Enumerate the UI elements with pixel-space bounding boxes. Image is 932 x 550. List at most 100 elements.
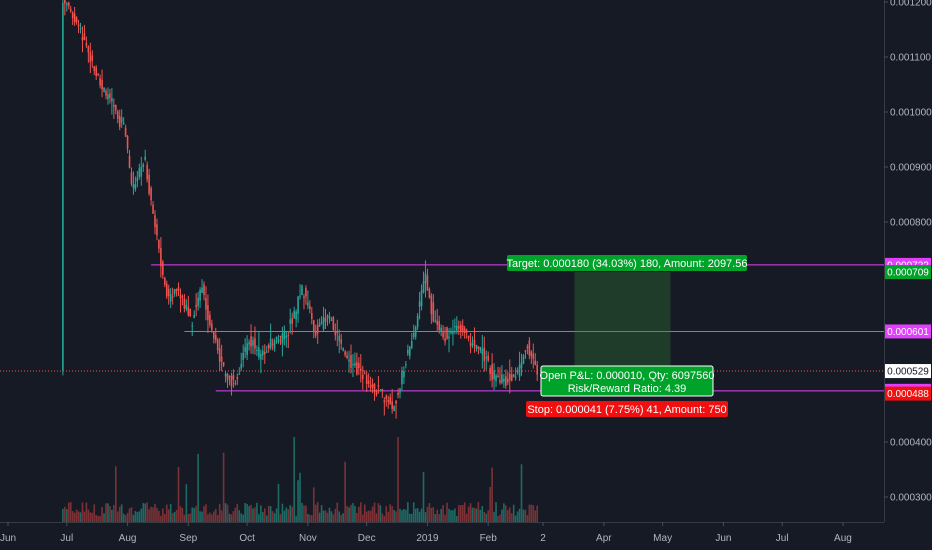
price-axis[interactable]: 0.001200 0.001100 0.001000 0.000900 0.000800… (884, 0, 932, 522)
volume-bar (273, 513, 276, 522)
volume-bar (262, 512, 264, 522)
candle-body (463, 328, 466, 333)
volume-bar (483, 511, 486, 522)
volume-bar (438, 513, 440, 522)
volume-bar (228, 513, 231, 522)
candle-body (154, 215, 156, 228)
volume-bar (446, 502, 448, 522)
volume-bar (532, 505, 535, 522)
candle-body (363, 373, 366, 375)
volume-bar (263, 508, 266, 522)
time-axis[interactable]: Jun Jul Aug Sep Oct Nov Dec 2019 Feb 2 Apr May Jun Ju… (0, 522, 884, 544)
volume-bar (111, 509, 113, 522)
candle-body (358, 362, 360, 369)
volume-bar (165, 504, 168, 522)
volume-bar (534, 510, 537, 522)
volume-bar (134, 511, 137, 522)
candle-body (487, 355, 489, 361)
candle-body (503, 378, 505, 382)
candle-body (483, 347, 486, 361)
candle-body (440, 327, 442, 331)
candle-body (132, 184, 135, 189)
volume-bars (62, 437, 538, 522)
volume-bar (495, 502, 497, 522)
volume-bar (371, 506, 374, 522)
y-tick-label: 0.000300 (890, 493, 932, 504)
candle-body (226, 373, 229, 381)
volume-bar (340, 514, 342, 522)
candle-body (115, 105, 117, 111)
volume-bar (507, 510, 509, 522)
candle-body (93, 66, 96, 71)
candle-body (328, 315, 331, 319)
candle-body (216, 339, 219, 351)
candle-body (530, 351, 533, 357)
volume-bar (122, 513, 125, 522)
candle-body (187, 307, 190, 316)
candle-body (293, 310, 295, 318)
candle-body (430, 295, 433, 314)
candle-body (416, 315, 419, 327)
volume-bar (356, 512, 358, 522)
volume-bar (312, 487, 315, 522)
candle-body (499, 379, 501, 383)
volume-bar (514, 515, 517, 522)
volume-bar (326, 512, 329, 522)
volume-bar (183, 514, 186, 522)
candle-body (120, 117, 123, 123)
candle-body (336, 330, 339, 333)
volume-bar (301, 502, 303, 522)
candle-body (458, 326, 460, 329)
volume-bar (520, 464, 523, 522)
volume-bar (444, 514, 446, 522)
position-labels[interactable]: Target: 0.000180 (34.03%) 180, Amount: 2… (507, 255, 748, 417)
stop-label: Stop: 0.000041 (7.75%) 41, Amount: 750 (527, 404, 726, 416)
volume-bar (162, 508, 164, 522)
stop-label-box (526, 401, 728, 417)
y-tick-label: 0.001000 (890, 108, 932, 119)
candle-body (414, 326, 417, 337)
volume-bar (328, 507, 331, 522)
volume-bar (503, 503, 505, 522)
candle-body (528, 340, 531, 356)
volume-bar (477, 502, 480, 522)
volume-bar (450, 510, 452, 522)
volume-bar (271, 511, 274, 522)
candle-body (461, 325, 464, 333)
candle-body (183, 298, 186, 309)
candle-body (475, 345, 478, 349)
candles (62, 0, 538, 419)
candle-body (69, 8, 72, 12)
volume-bar (508, 507, 511, 522)
candle-body (75, 17, 78, 23)
candle-body (250, 336, 252, 347)
volume-bar (136, 512, 139, 522)
volume-bar (130, 507, 133, 522)
x-tick-label: 2 (540, 533, 546, 544)
candle-body (507, 378, 509, 383)
candle-body (371, 384, 374, 388)
x-tick-label: Sep (179, 533, 197, 544)
volume-bar (318, 512, 321, 522)
candle-body (207, 305, 209, 320)
volume-bar (79, 512, 82, 522)
volume-bar (307, 513, 309, 522)
volume-bar (395, 511, 397, 522)
target-zone[interactable] (574, 272, 671, 372)
candle-body (254, 338, 256, 349)
volume-bar (91, 512, 94, 522)
candle-body (356, 361, 358, 375)
candle-body (222, 362, 225, 366)
candle-body (405, 364, 407, 366)
volume-bar (475, 508, 478, 522)
volume-bar (361, 514, 364, 522)
price-tag-label: 0.000601 (887, 327, 929, 338)
candle-body (191, 325, 194, 327)
volume-bar (458, 505, 460, 522)
volume-bar (305, 505, 307, 522)
volume-bar (189, 513, 192, 522)
candle-body (320, 321, 323, 323)
volume-bar (295, 515, 297, 522)
